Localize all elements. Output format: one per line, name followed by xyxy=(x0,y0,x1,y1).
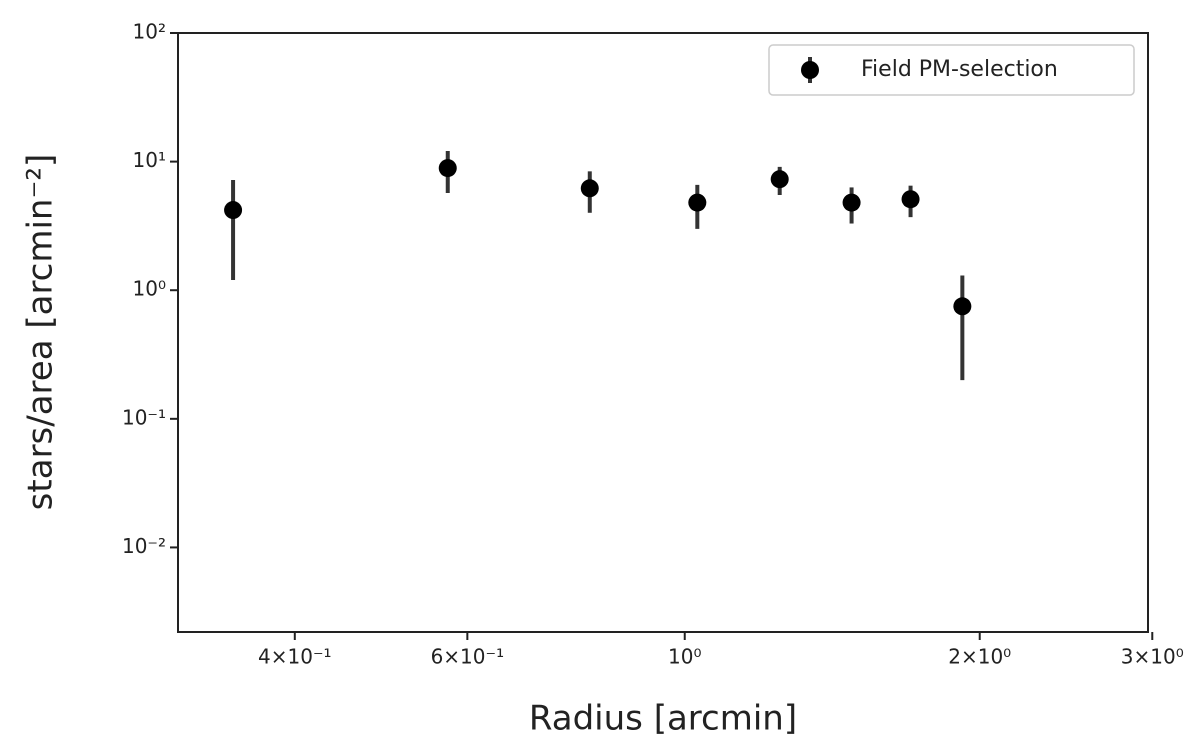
x-tick-label: 3×10⁰ xyxy=(1121,645,1184,669)
legend-label: Field PM-selection xyxy=(861,57,1058,82)
y-axis-label: stars/area [arcmin⁻²] xyxy=(21,154,61,511)
data-point xyxy=(770,170,789,189)
y-tick-label: 10² xyxy=(133,20,166,44)
data-point xyxy=(224,201,243,220)
x-axis-label: Radius [arcmin] xyxy=(529,699,797,739)
data-point xyxy=(953,297,972,316)
data-point xyxy=(438,159,457,178)
y-tick-label: 10¹ xyxy=(133,148,166,172)
legend-marker xyxy=(801,61,819,79)
x-tick-label: 6×10⁻¹ xyxy=(431,645,505,669)
x-tick-label: 2×10⁰ xyxy=(948,645,1011,669)
data-point xyxy=(901,190,920,209)
y-tick-label: 10⁻¹ xyxy=(122,405,166,429)
x-tick-label: 4×10⁻¹ xyxy=(258,645,332,669)
legend-box xyxy=(768,44,1135,96)
y-tick-label: 10⁻² xyxy=(122,534,166,558)
plot-frame xyxy=(177,32,1149,633)
data-point xyxy=(688,193,707,212)
data-point xyxy=(580,179,599,198)
data-point xyxy=(842,193,861,212)
y-tick-label: 10⁰ xyxy=(133,277,166,301)
x-tick-label: 10⁰ xyxy=(668,645,701,669)
